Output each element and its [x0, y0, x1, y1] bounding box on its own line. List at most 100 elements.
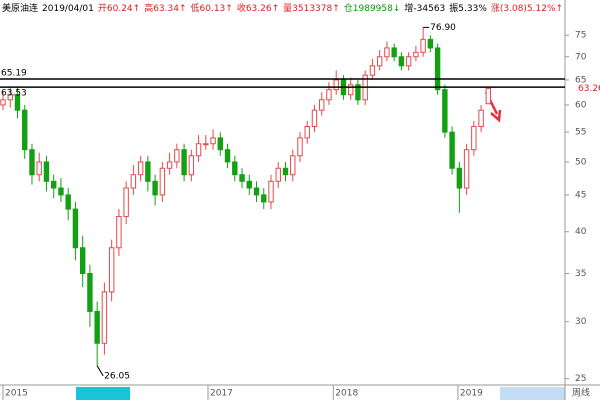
candle-body [471, 126, 477, 151]
candle-body [398, 56, 405, 67]
y-tick-label: 60 [575, 100, 587, 110]
candle-body [319, 99, 325, 111]
candle-body [304, 126, 310, 139]
candle-body [101, 291, 108, 344]
y-tick-label: 50 [575, 157, 587, 167]
candle-body [261, 194, 267, 203]
header-field: 量3513378↑ [283, 3, 340, 14]
x-tick-label: 2019 [460, 389, 483, 399]
candle-body [347, 84, 354, 96]
candle-body [152, 180, 158, 196]
header-field: 美原油连 [2, 2, 38, 14]
header-field: 高63.34↑ [144, 2, 186, 14]
candle-body [108, 247, 115, 293]
candle-body [456, 167, 463, 189]
header-field: 增-34563 [404, 2, 445, 14]
candle-body [123, 187, 129, 217]
candle-body [0, 99, 6, 106]
candle-body [22, 109, 28, 151]
candle-body [311, 109, 318, 128]
candle-body [405, 56, 412, 67]
candle-body [188, 155, 195, 176]
candle-body [51, 180, 57, 189]
y-tick-label: 30 [575, 317, 587, 327]
candle-body [239, 174, 245, 182]
candle-body [268, 180, 274, 203]
candle-body [87, 272, 93, 312]
candle-body [7, 94, 13, 101]
candle-body [224, 149, 231, 163]
candle-body [275, 167, 281, 182]
y-tick-label: 75 [575, 31, 586, 41]
candle-body [485, 87, 492, 105]
candle-body [14, 94, 21, 111]
candle-body [195, 143, 202, 157]
x-tick-label: 2017 [210, 389, 233, 399]
candle-body [282, 167, 289, 176]
candle-body [391, 47, 397, 58]
candle-body [246, 180, 252, 189]
candle-body [29, 149, 35, 176]
header-field: 开60.24↑ [98, 3, 140, 14]
candle-body [326, 89, 332, 101]
candle-body [463, 149, 470, 189]
candle-body [369, 65, 376, 76]
y-tick-label: 35 [575, 269, 586, 279]
candle-body [449, 131, 455, 169]
annotation-leader [96, 365, 104, 377]
y-tick-label: 40 [575, 227, 587, 237]
candle-body [36, 161, 42, 176]
header: 美原油连 2019/04/01 开60.24↑ 高63.34↑ 低60.13↑ 收63.2… [2, 2, 563, 14]
candle-body [72, 208, 79, 249]
y-tick-label: 55 [575, 128, 586, 138]
candle-body [181, 149, 187, 176]
price-line-label: 65.19 [1, 69, 27, 79]
header-field: 收63.26↑ [237, 2, 279, 14]
header-field: 仓1989958↓ [344, 2, 401, 14]
candle-body [130, 174, 137, 189]
candle-body [159, 167, 166, 196]
candle-body [384, 47, 390, 58]
x-tick-label: 2018 [335, 389, 358, 399]
y-tick-label: 25 [575, 374, 586, 384]
candle-body [43, 161, 50, 182]
period-box [500, 387, 565, 400]
annotation: 26.05 [104, 371, 130, 381]
candle-body [253, 187, 260, 196]
y-tick-label: 70 [575, 52, 587, 62]
last-price-label: 63.26 [578, 84, 600, 94]
header-field: 2019/04/01 [42, 4, 94, 14]
y-tick-label: 65 [575, 75, 586, 85]
candle-body [116, 215, 122, 249]
candle-body [355, 84, 361, 101]
x-tick-label: 2015 [5, 389, 28, 399]
candle-body [420, 38, 426, 53]
annotation: 76.90 [430, 23, 456, 33]
candle-body [203, 143, 209, 146]
header-field: 涨(3.08)5.12%↑ [491, 3, 563, 14]
header-field: 低60.13↑ [191, 2, 233, 14]
candle-body [478, 109, 484, 128]
candle-body [442, 89, 448, 133]
candle-body [79, 247, 86, 274]
candle-body [145, 161, 151, 182]
candle-body [94, 310, 100, 344]
candle-body [290, 155, 296, 176]
scroll-marker [76, 387, 130, 400]
candle-body [217, 137, 224, 151]
candle-body [58, 187, 64, 196]
y-tick-label: 45 [575, 190, 586, 200]
candle-body [427, 38, 434, 49]
candle-body [376, 56, 383, 67]
candle-body [166, 161, 173, 169]
price-line-label: 63.53 [1, 89, 27, 99]
candle-body [210, 137, 216, 145]
candle-body [297, 137, 303, 157]
candle-body [174, 149, 180, 163]
period-label: 周线 [572, 387, 590, 399]
header-field: 振5.33% [449, 2, 487, 14]
candle-body [413, 51, 419, 58]
candle-body [232, 161, 238, 176]
